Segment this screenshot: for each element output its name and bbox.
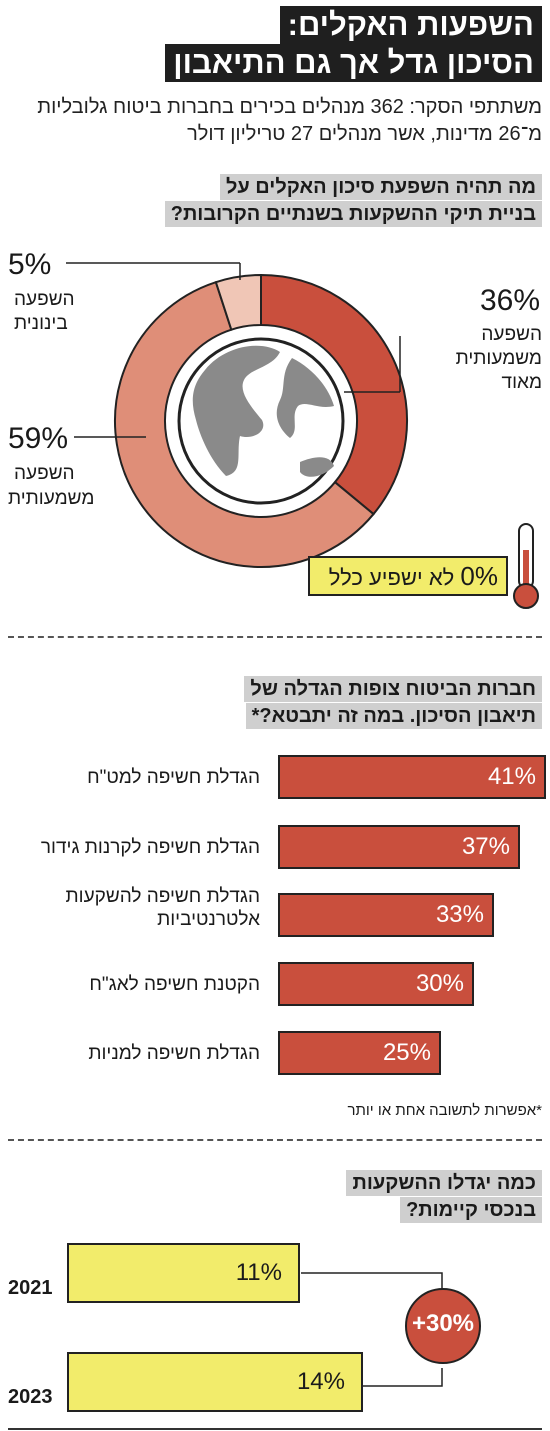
question-2-line-2: תיאבון הסיכון. במה זה יתבטא?* xyxy=(245,703,542,729)
bottom-rule xyxy=(8,1428,542,1430)
question-1-line-2: בניית תיקי ההשקעות בשנתיים הקרובות? xyxy=(164,201,542,227)
divider-2 xyxy=(8,1139,542,1141)
year-label-2023: 2023 xyxy=(8,1386,53,1408)
growth-connector xyxy=(301,1272,443,1387)
question-2-line-1: חברות הביטוח צופות הגדלה של xyxy=(244,676,542,702)
divider-1 xyxy=(8,636,542,638)
footnote: *אפשרות לתשובה אחת או יותר xyxy=(347,1102,542,1119)
thermometer-icon xyxy=(513,523,539,609)
bar-label-1: הגדלת חשיפה למט"ח xyxy=(87,767,260,788)
bar-label-3: הגדלת חשיפה להשקעות אלטרנטיביות xyxy=(65,886,260,930)
year-bar-2021: 11% xyxy=(67,1243,300,1303)
label-none-pct: 0% xyxy=(460,561,498,591)
slice-significant xyxy=(114,280,375,568)
bar-label-5: הגדלת חשיפה למניות xyxy=(88,1043,260,1064)
bar-2: 37% xyxy=(278,825,520,869)
donut-chart xyxy=(66,262,408,568)
slice-very-significant xyxy=(260,273,408,516)
label-moderate-text-1: השפעה xyxy=(14,289,75,310)
year-label-2021: 2021 xyxy=(8,1277,53,1299)
label-very-significant-text-1: השפעה xyxy=(481,324,542,345)
label-significant-pct: 59% xyxy=(8,422,69,455)
bar-value-2: 37% xyxy=(461,833,510,860)
growth-badge: +30% xyxy=(405,1288,481,1364)
bar-4: 30% xyxy=(278,962,474,1006)
label-very-significant-text-2: משמעותית xyxy=(455,348,542,369)
intro-text: משתתפי הסקר: 362 מנהלים בכירים בחברות בי… xyxy=(37,96,542,145)
label-moderate-text-2: בינונית xyxy=(14,313,68,334)
year-bar-value-2023: 14% xyxy=(296,1368,345,1395)
label-none-box: 0% לא ישפיע כלל xyxy=(308,556,508,596)
label-very-significant-pct: 36% xyxy=(480,284,541,317)
bar-3: 33% xyxy=(278,893,494,937)
label-very-significant-text-3: מאוד xyxy=(501,372,542,393)
question-3-line-1: כמה יגדלו ההשקעות xyxy=(346,1170,542,1196)
bar-value-5: 25% xyxy=(382,1039,431,1066)
bar-1: 41% xyxy=(278,755,546,799)
label-significant-text-2: משמעותית xyxy=(8,488,95,509)
bar-value-3: 33% xyxy=(435,901,484,928)
bar-5: 25% xyxy=(278,1031,441,1075)
slice-moderate xyxy=(214,273,262,331)
year-bar-2023: 14% xyxy=(67,1352,363,1412)
label-moderate-pct: 5% xyxy=(8,248,52,281)
year-bar-value-2021: 11% xyxy=(235,1259,282,1286)
label-none-text: לא ישפיע כלל xyxy=(328,565,455,590)
title-line-2: הסיכון גדל אך גם התיאבון xyxy=(165,44,542,82)
bar-value-1: 41% xyxy=(487,763,536,790)
bar-label-2: הגדלת חשיפה לקרנות גידור xyxy=(40,837,260,858)
label-significant-text-1: השפעה xyxy=(14,463,75,484)
title-line-1: השפעות האקלים: xyxy=(279,6,542,44)
question-1-line-1: מה תהיה השפעת סיכון האקלים על xyxy=(219,174,542,200)
globe-icon xyxy=(177,337,345,505)
growth-value: +30% xyxy=(411,1310,475,1337)
bar-label-4: הקטנת חשיפה לאג"ח xyxy=(89,974,260,995)
question-3-line-2: בנכסי קיימות? xyxy=(400,1197,542,1223)
bar-value-4: 30% xyxy=(415,970,464,997)
